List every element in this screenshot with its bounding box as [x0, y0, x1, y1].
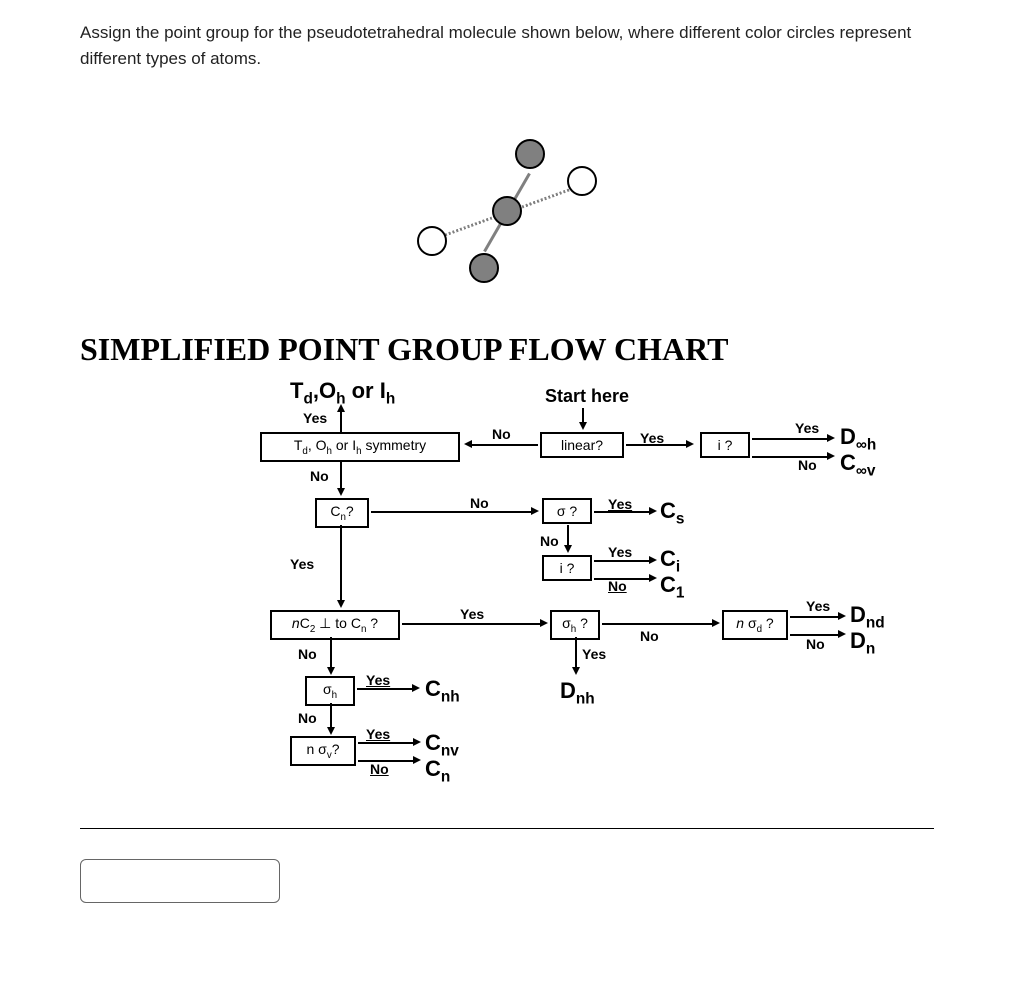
- yes-label: Yes: [303, 410, 327, 426]
- yes-label: Yes: [582, 646, 606, 662]
- start-here-label: Start here: [545, 386, 629, 407]
- no-label: No: [492, 426, 511, 442]
- arrow: [752, 438, 827, 440]
- atom-bottom: [469, 253, 499, 283]
- result-c1: C1: [660, 572, 684, 602]
- arrow: [337, 600, 345, 608]
- arrow: [357, 688, 412, 690]
- yes-label: Yes: [290, 556, 314, 572]
- arrow: [340, 412, 342, 432]
- atom-top: [515, 139, 545, 169]
- arrow: [531, 507, 539, 515]
- arrow: [402, 623, 540, 625]
- flowchart: Td,Oh or Ih Yes Start here linear? Yes i…: [170, 378, 930, 828]
- yes-label: Yes: [640, 430, 664, 446]
- arrow: [575, 637, 577, 667]
- yes-label: Yes: [608, 544, 632, 560]
- i-box: i ?: [700, 432, 750, 458]
- arrow: [358, 742, 413, 744]
- cn-box: Cn?: [315, 498, 369, 528]
- no-label: No: [370, 761, 389, 777]
- no-label: No: [640, 628, 659, 644]
- result-dnh: Dnh: [560, 678, 595, 708]
- arrow: [790, 616, 838, 618]
- i-box-2: i ?: [542, 555, 592, 581]
- linear-box: linear?: [540, 432, 624, 458]
- atom-center: [492, 196, 522, 226]
- arrow: [649, 507, 657, 515]
- arrow: [567, 525, 569, 545]
- yes-label: Yes: [608, 496, 632, 512]
- arrow: [337, 488, 345, 496]
- atom-right: [567, 166, 597, 196]
- arrow: [712, 619, 720, 627]
- arrow: [340, 460, 342, 488]
- arrow: [564, 545, 572, 553]
- divider: [80, 828, 934, 829]
- td-symm-box: Td, Oh or Ih symmetry: [260, 432, 460, 462]
- chart-title: SIMPLIFIED POINT GROUP FLOW CHART: [80, 331, 934, 368]
- arrow: [827, 452, 835, 460]
- no-label: No: [540, 533, 559, 549]
- result-cn: Cn: [425, 756, 450, 786]
- arrow: [579, 422, 587, 430]
- arrow: [838, 612, 846, 620]
- arrow: [594, 560, 649, 562]
- nc2-box: nC2 ⊥ to Cn ?: [270, 610, 400, 640]
- sigmah-box-2: σh: [305, 676, 355, 706]
- atom-left: [417, 226, 447, 256]
- arrow: [412, 684, 420, 692]
- question-text: Assign the point group for the pseudotet…: [80, 20, 934, 71]
- arrow: [413, 738, 421, 746]
- no-label: No: [298, 710, 317, 726]
- arrow: [582, 408, 584, 422]
- arrow: [686, 440, 694, 448]
- result-cs: Cs: [660, 498, 684, 528]
- yes-label: Yes: [806, 598, 830, 614]
- sigmah-box: σh ?: [550, 610, 600, 640]
- arrow: [413, 756, 421, 764]
- arrow: [649, 574, 657, 582]
- yes-label: Yes: [460, 606, 484, 622]
- arrow: [838, 630, 846, 638]
- nsd-box: n σd ?: [722, 610, 788, 640]
- yes-label: Yes: [366, 672, 390, 688]
- arrow: [327, 667, 335, 675]
- no-label: No: [798, 457, 817, 473]
- no-label: No: [608, 578, 627, 594]
- result-coov: C∞v: [840, 450, 875, 480]
- answer-input[interactable]: [80, 859, 280, 903]
- arrow: [602, 623, 712, 625]
- yes-label: Yes: [366, 726, 390, 742]
- no-label: No: [298, 646, 317, 662]
- arrow: [337, 404, 345, 412]
- arrow: [464, 440, 472, 448]
- arrow: [572, 667, 580, 675]
- arrow: [827, 434, 835, 442]
- arrow: [330, 703, 332, 727]
- sigma-box: σ ?: [542, 498, 592, 524]
- nsv-box: n σv?: [290, 736, 356, 766]
- arrow: [327, 727, 335, 735]
- molecule-diagram: [357, 121, 657, 301]
- no-label: No: [806, 636, 825, 652]
- arrow: [340, 525, 342, 600]
- result-cnh: Cnh: [425, 676, 460, 706]
- no-label: No: [310, 468, 329, 484]
- arrow: [649, 556, 657, 564]
- arrow: [371, 511, 531, 513]
- arrow: [540, 619, 548, 627]
- result-dn: Dn: [850, 628, 875, 658]
- no-label: No: [470, 495, 489, 511]
- arrow: [472, 444, 538, 446]
- yes-label: Yes: [795, 420, 819, 436]
- arrow: [330, 637, 332, 667]
